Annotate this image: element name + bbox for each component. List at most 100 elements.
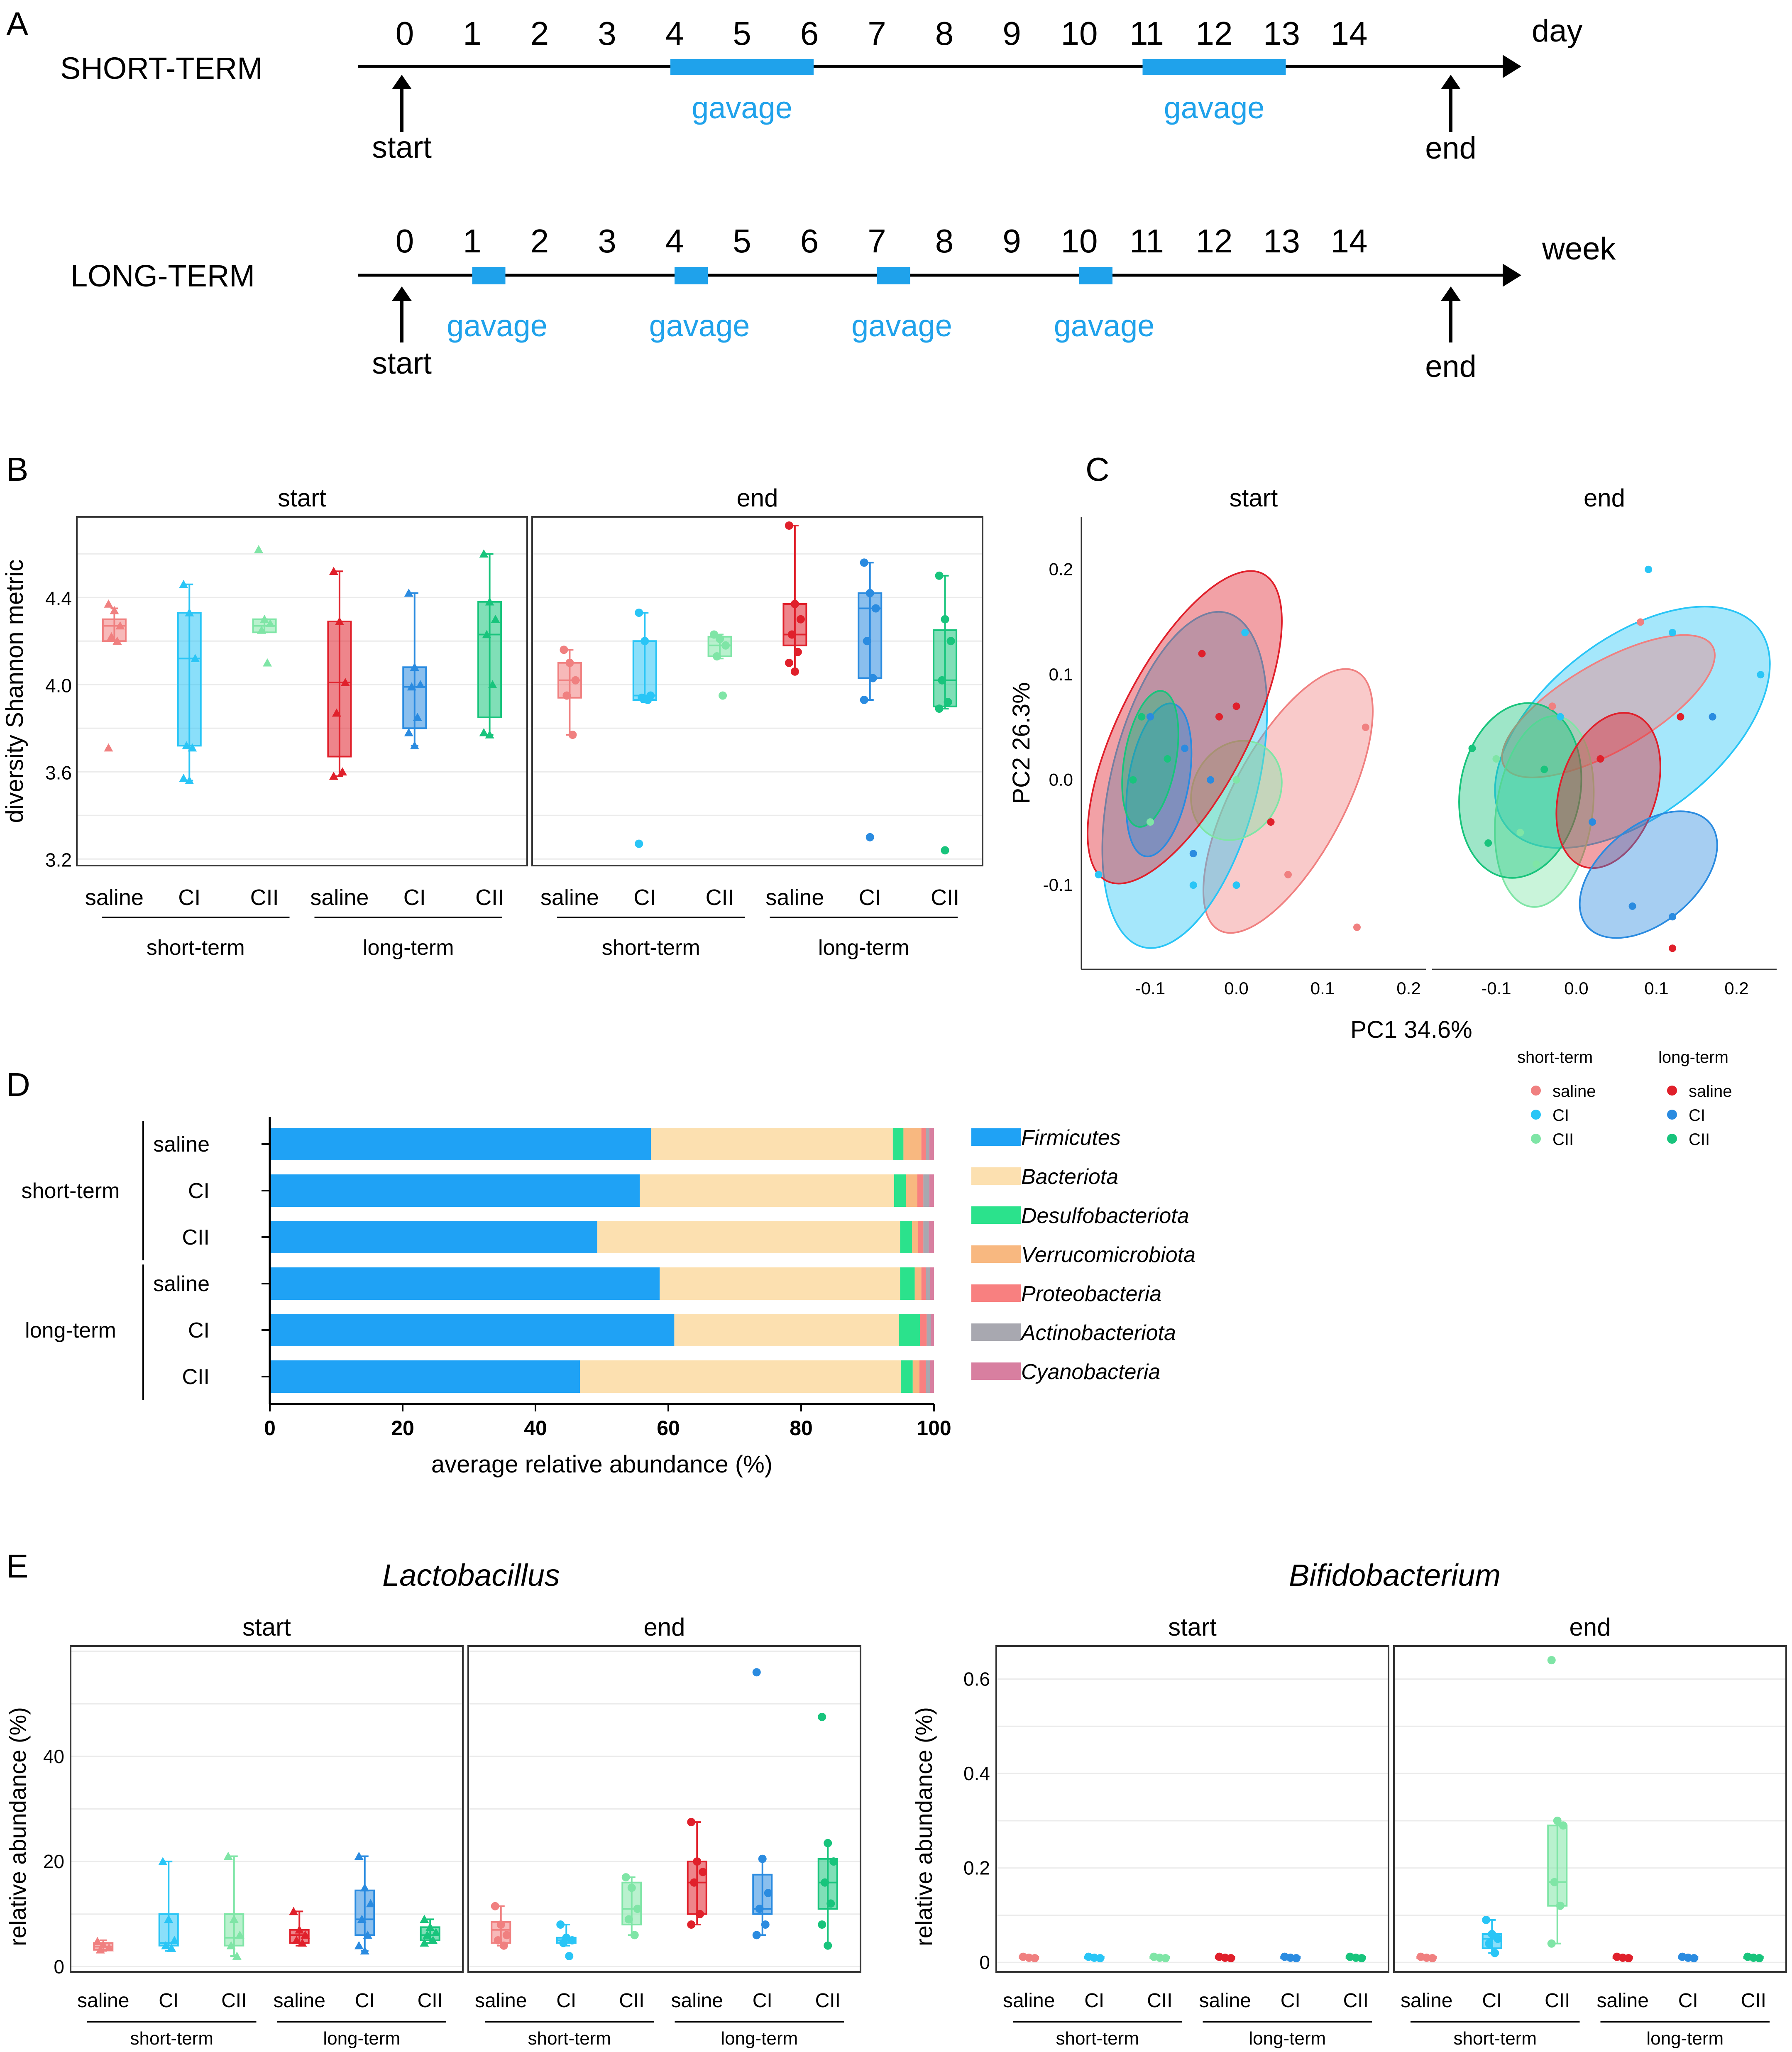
- data-point: [633, 1905, 642, 1913]
- data-point: [1161, 1954, 1170, 1963]
- legend-swatch: [1667, 1134, 1677, 1144]
- data-point: [332, 708, 341, 717]
- legend-label: CI: [1689, 1106, 1705, 1125]
- legend-label: Actinobacteriota: [1020, 1321, 1176, 1345]
- category-label: CII: [182, 1225, 210, 1250]
- group-label: saline: [540, 885, 599, 910]
- box-iqr: [632, 640, 657, 701]
- data-point: [1096, 1954, 1105, 1963]
- long-term-gavage-bars: gavage gavage gavage gavage: [447, 267, 1154, 343]
- data-point: [719, 691, 727, 700]
- data-point: [354, 1851, 364, 1860]
- gavage-label: gavage: [692, 90, 792, 125]
- group-label: CI: [355, 1990, 375, 2012]
- facet-title: end: [643, 1613, 685, 1641]
- long-term-start-label: start: [372, 346, 432, 380]
- day-tick-label: 2: [531, 15, 549, 52]
- stacked-bar-segment: [892, 1128, 904, 1160]
- data-point: [179, 580, 188, 588]
- x-tick-label: 0.0: [1564, 978, 1588, 998]
- legend-label: CII: [1689, 1130, 1710, 1149]
- long-term-timeline-arrowhead: [1503, 264, 1521, 287]
- day-tick-label: 11: [1129, 15, 1164, 52]
- data-point: [354, 1941, 364, 1949]
- data-point: [185, 608, 194, 616]
- data-point: [1556, 1901, 1565, 1910]
- data-point: [260, 614, 269, 623]
- data-point: [568, 731, 577, 739]
- data-point: [340, 678, 350, 686]
- data-point: [404, 588, 413, 597]
- group-label: CII: [619, 1990, 644, 2012]
- box-iqr: [327, 621, 352, 758]
- facet-title: start: [242, 1613, 291, 1641]
- panel-d-stacked-bars: saline CI CII saline CI CII 0 20 40 60 80 100 averag…: [22, 1117, 1195, 1478]
- confidence-ellipse: [1101, 611, 1268, 949]
- group-label: CI: [633, 885, 656, 910]
- y-axis-label: PC2 26.3%: [1008, 682, 1035, 804]
- day-tick-label: 4: [665, 15, 684, 52]
- facet-strip: [532, 479, 983, 517]
- confidence-ellipse: [1190, 740, 1283, 841]
- short-term-end-label: end: [1425, 131, 1476, 165]
- group-header: short-term: [130, 2028, 213, 2049]
- data-point: [790, 667, 799, 676]
- box-iqr: [354, 1889, 375, 1936]
- confidence-ellipse: [1203, 668, 1374, 934]
- long-term-unit: week: [1542, 231, 1616, 267]
- category-label: CII: [182, 1365, 210, 1389]
- legend-label: CII: [1552, 1130, 1574, 1149]
- data-point: [935, 571, 944, 580]
- legend-label: Proteobacteria: [1021, 1282, 1161, 1306]
- group-label: CII: [250, 885, 279, 910]
- data-point: [1428, 1954, 1437, 1963]
- gavage-week-bar: [472, 267, 506, 284]
- y-tick-label: 4.0: [45, 675, 72, 696]
- data-point: [721, 641, 730, 650]
- confidence-ellipse: [1458, 702, 1582, 879]
- day-tick-label: 10: [1061, 15, 1098, 52]
- x-axis-label: PC1 34.6%: [1350, 1016, 1472, 1043]
- group-label: CI: [753, 1990, 773, 2012]
- panel-b-label: B: [6, 451, 28, 488]
- data-point: [404, 728, 413, 736]
- stacked-bar-segment: [931, 1314, 934, 1346]
- group-label: CII: [815, 1990, 841, 2012]
- data-point: [98, 1940, 108, 1948]
- pcoa-point: [1516, 829, 1524, 836]
- data-point: [556, 1920, 565, 1929]
- legend-swatch: [971, 1167, 1021, 1185]
- data-point: [1494, 1935, 1502, 1943]
- y-axis-label: relative abundance (%): [5, 1707, 31, 1946]
- legend-swatch: [971, 1128, 1021, 1146]
- week-tick-label: 2: [531, 223, 549, 259]
- data-point: [161, 1941, 171, 1949]
- x-tick-label: 100: [917, 1416, 951, 1440]
- data-point: [865, 589, 874, 597]
- stacked-bar-segment: [930, 1267, 934, 1300]
- week-tick-label: 11: [1129, 223, 1164, 259]
- data-point: [191, 654, 200, 663]
- data-point: [635, 839, 643, 848]
- short-term-timeline-arrowhead: [1503, 55, 1521, 78]
- data-point: [938, 676, 946, 685]
- data-point: [416, 680, 425, 689]
- legend-title: long-term: [1658, 1048, 1728, 1066]
- data-point: [687, 1818, 696, 1827]
- week-tick-label: 6: [800, 223, 819, 259]
- panel-e-label: E: [6, 1548, 28, 1585]
- data-point: [229, 1915, 239, 1923]
- data-point: [337, 767, 347, 776]
- data-point: [824, 1941, 832, 1950]
- stacked-bar-segment: [894, 1174, 906, 1207]
- x-axis-label: average relative abundance (%): [431, 1451, 773, 1478]
- pcoa-point: [1189, 881, 1197, 889]
- data-point: [298, 1938, 307, 1947]
- data-point: [110, 606, 119, 614]
- data-point: [796, 615, 805, 624]
- stacked-bar-segment: [918, 1221, 924, 1253]
- pcoa-point: [1596, 755, 1604, 763]
- week-tick-label: 10: [1061, 223, 1098, 259]
- legend-swatch: [1531, 1086, 1541, 1096]
